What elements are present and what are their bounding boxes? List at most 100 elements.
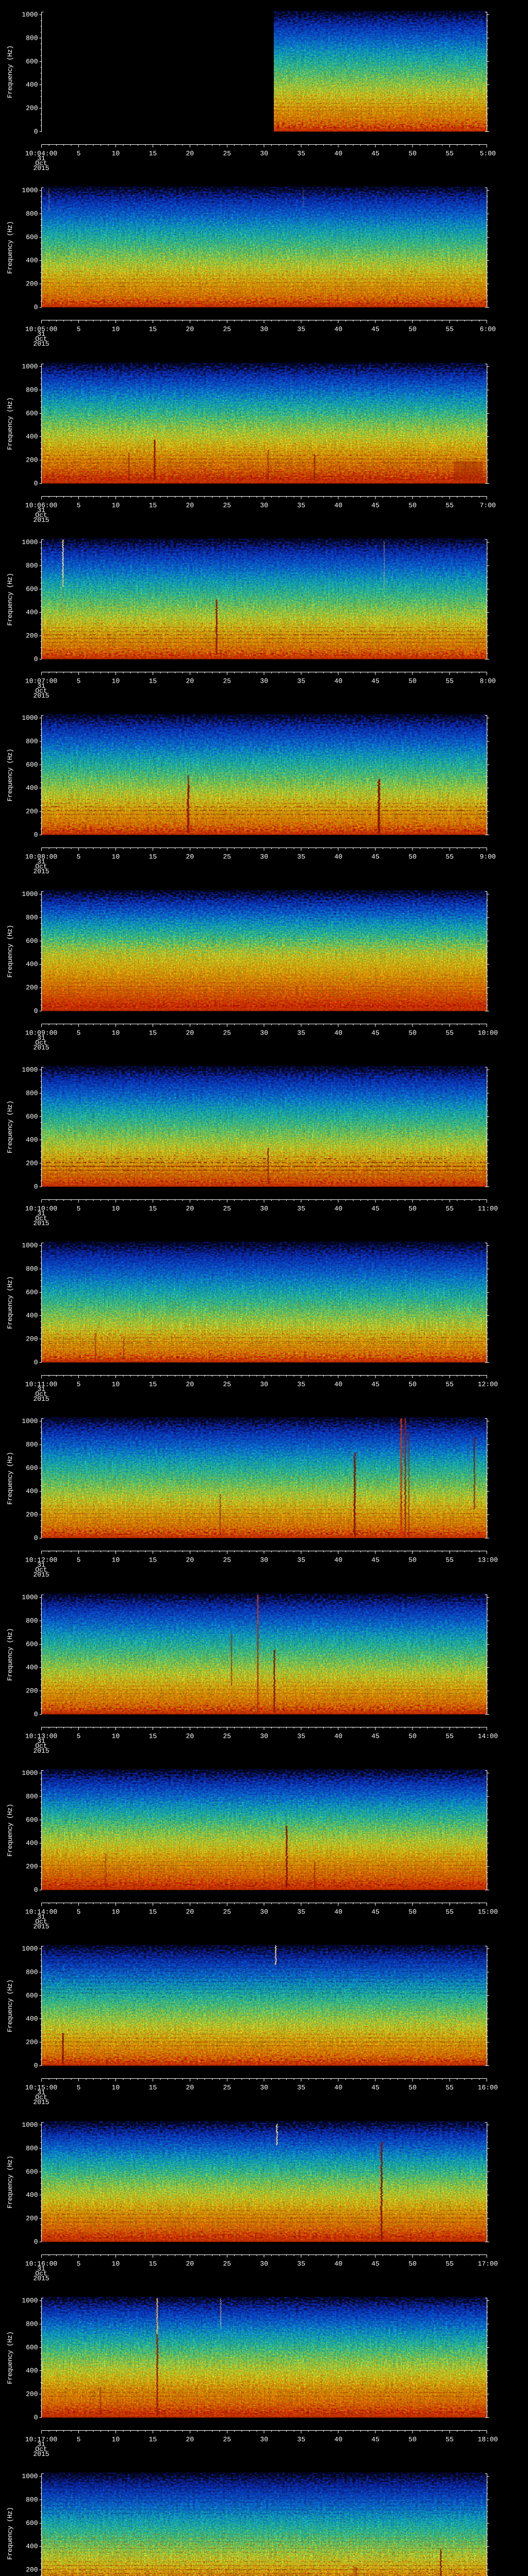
svg-text:45: 45 xyxy=(371,1556,380,1564)
svg-text:10:07:00: 10:07:00 xyxy=(25,677,57,685)
svg-text:31: 31 xyxy=(37,1913,45,1921)
svg-text:20: 20 xyxy=(186,1029,194,1037)
svg-text:2015: 2015 xyxy=(33,1219,49,1227)
svg-text:200: 200 xyxy=(26,1863,38,1871)
svg-text:0: 0 xyxy=(34,2062,38,2070)
svg-text:55: 55 xyxy=(446,150,454,158)
svg-text:600: 600 xyxy=(26,1113,38,1121)
svg-text:2015: 2015 xyxy=(33,2275,49,2282)
svg-text:0: 0 xyxy=(34,1534,38,1542)
svg-text:800: 800 xyxy=(26,738,38,745)
svg-text:Frequency (Hz): Frequency (Hz) xyxy=(6,1804,14,1856)
svg-text:45: 45 xyxy=(371,677,380,685)
svg-text:2015: 2015 xyxy=(33,516,49,524)
svg-text:10: 10 xyxy=(112,1205,120,1212)
svg-text:5: 5 xyxy=(77,501,81,509)
svg-text:15: 15 xyxy=(149,150,157,158)
svg-text:800: 800 xyxy=(26,1617,38,1624)
svg-text:40: 40 xyxy=(334,1381,342,1388)
svg-text:30: 30 xyxy=(260,2435,268,2443)
svg-text:30: 30 xyxy=(260,1556,268,1564)
svg-text:Frequency (Hz): Frequency (Hz) xyxy=(6,222,14,274)
svg-text:16:00: 16:00 xyxy=(477,2084,498,2092)
svg-text:5: 5 xyxy=(77,1205,81,1212)
svg-text:600: 600 xyxy=(26,1992,38,1999)
svg-text:600: 600 xyxy=(26,761,38,769)
svg-text:200: 200 xyxy=(26,1511,38,1519)
svg-text:600: 600 xyxy=(26,2344,38,2351)
svg-text:10:12:00: 10:12:00 xyxy=(25,1556,57,1564)
svg-text:10:13:00: 10:13:00 xyxy=(25,1732,57,1740)
svg-text:10:16:00: 10:16:00 xyxy=(25,2260,57,2267)
svg-text:Frequency (Hz): Frequency (Hz) xyxy=(6,2331,14,2384)
svg-text:8:00: 8:00 xyxy=(480,677,496,685)
svg-text:2015: 2015 xyxy=(33,1044,49,1052)
svg-text:0: 0 xyxy=(34,1007,38,1015)
svg-text:2015: 2015 xyxy=(33,340,49,348)
svg-text:200: 200 xyxy=(26,808,38,816)
svg-text:31: 31 xyxy=(37,1210,45,1217)
svg-text:200: 200 xyxy=(26,2390,38,2398)
svg-text:40: 40 xyxy=(334,326,342,333)
svg-text:400: 400 xyxy=(26,2543,38,2550)
svg-text:800: 800 xyxy=(26,913,38,921)
svg-text:Oct: Oct xyxy=(35,1391,47,1398)
svg-text:55: 55 xyxy=(446,2435,454,2443)
svg-text:45: 45 xyxy=(371,1029,380,1037)
svg-text:31: 31 xyxy=(37,682,45,690)
svg-text:35: 35 xyxy=(297,1205,305,1212)
svg-text:600: 600 xyxy=(26,937,38,944)
svg-text:Oct: Oct xyxy=(35,1039,47,1046)
svg-text:10: 10 xyxy=(112,1381,120,1388)
svg-text:40: 40 xyxy=(334,150,342,158)
svg-text:31: 31 xyxy=(37,506,45,514)
svg-text:800: 800 xyxy=(26,1441,38,1449)
svg-text:25: 25 xyxy=(223,1205,231,1212)
svg-text:25: 25 xyxy=(223,326,231,333)
svg-text:1000: 1000 xyxy=(22,2121,38,2128)
svg-text:Oct: Oct xyxy=(35,1566,47,1574)
svg-text:5: 5 xyxy=(77,853,81,861)
svg-text:10: 10 xyxy=(112,1029,120,1037)
svg-text:400: 400 xyxy=(26,1136,38,1144)
svg-text:10: 10 xyxy=(112,1908,120,1916)
svg-text:40: 40 xyxy=(334,853,342,861)
svg-text:25: 25 xyxy=(223,2260,231,2267)
svg-text:10: 10 xyxy=(112,677,120,685)
svg-text:30: 30 xyxy=(260,1381,268,1388)
svg-text:0: 0 xyxy=(34,1886,38,1894)
svg-text:1000: 1000 xyxy=(22,538,38,546)
svg-text:20: 20 xyxy=(186,1732,194,1740)
svg-text:35: 35 xyxy=(297,501,305,509)
svg-text:30: 30 xyxy=(260,326,268,333)
svg-text:800: 800 xyxy=(26,210,38,218)
svg-text:0: 0 xyxy=(34,1359,38,1366)
svg-text:35: 35 xyxy=(297,2435,305,2443)
svg-text:20: 20 xyxy=(186,2260,194,2267)
svg-text:31: 31 xyxy=(37,2441,45,2448)
svg-text:35: 35 xyxy=(297,1556,305,1564)
svg-text:15: 15 xyxy=(149,1029,157,1037)
svg-text:600: 600 xyxy=(26,1640,38,1648)
svg-text:1000: 1000 xyxy=(22,1417,38,1425)
svg-text:Frequency (Hz): Frequency (Hz) xyxy=(6,925,14,977)
svg-text:10: 10 xyxy=(112,2084,120,2092)
svg-text:5: 5 xyxy=(77,1908,81,1916)
svg-text:45: 45 xyxy=(371,150,380,158)
svg-text:Frequency (Hz): Frequency (Hz) xyxy=(6,45,14,98)
svg-text:35: 35 xyxy=(297,853,305,861)
svg-text:6:00: 6:00 xyxy=(480,326,496,333)
svg-text:400: 400 xyxy=(26,608,38,616)
svg-text:10:09:00: 10:09:00 xyxy=(25,1029,57,1037)
svg-text:2015: 2015 xyxy=(33,164,49,172)
svg-text:30: 30 xyxy=(260,677,268,685)
svg-text:55: 55 xyxy=(446,1908,454,1916)
svg-text:55: 55 xyxy=(446,326,454,333)
svg-text:25: 25 xyxy=(223,853,231,861)
svg-text:45: 45 xyxy=(371,501,380,509)
svg-text:1000: 1000 xyxy=(22,714,38,722)
svg-text:30: 30 xyxy=(260,150,268,158)
svg-text:15: 15 xyxy=(149,1381,157,1388)
svg-text:1000: 1000 xyxy=(22,2472,38,2480)
svg-text:12:00: 12:00 xyxy=(477,1381,498,1388)
